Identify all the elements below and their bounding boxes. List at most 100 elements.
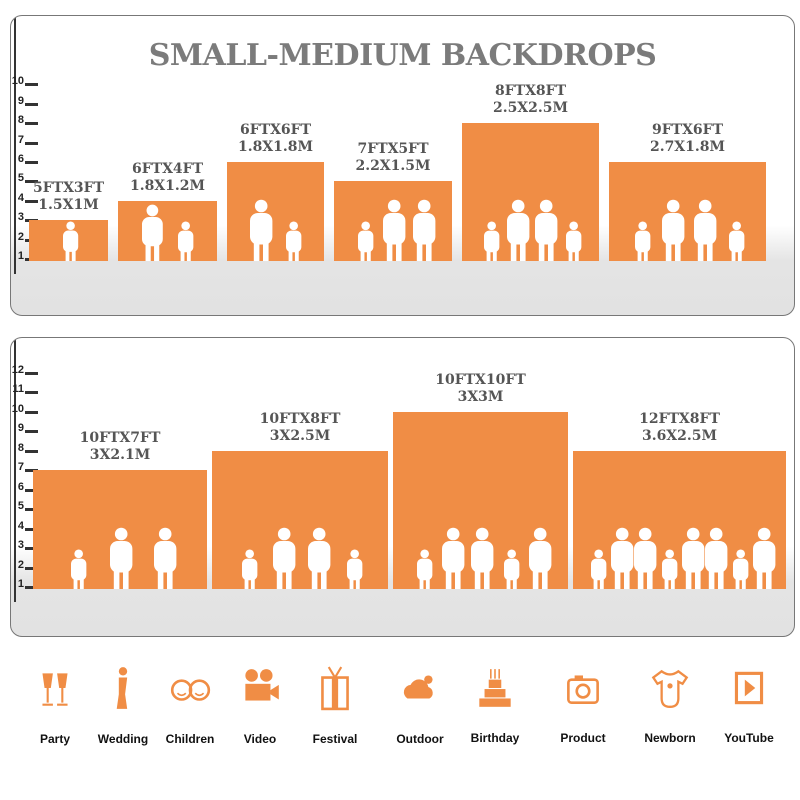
size-meters: 1.8X1.8M: [237, 139, 314, 155]
size-feet: 9FTX6FT: [651, 122, 724, 138]
backdrop-size-bar: [462, 123, 599, 261]
use-case-outdoor: Outdoor: [385, 665, 455, 746]
backdrop-size-bar: [609, 162, 766, 261]
person-silhouette-icon: [702, 527, 730, 589]
use-case-label: YouTube: [724, 731, 774, 745]
use-case-birthday: Birthday: [460, 665, 530, 745]
use-case-label: Birthday: [470, 731, 520, 745]
y-tick-label: 11: [12, 383, 24, 395]
person-silhouette-icon: [270, 527, 298, 589]
y-tick: [25, 102, 38, 106]
y-tick: [25, 122, 38, 126]
size-meters: 2.7X1.8M: [649, 139, 726, 155]
size-feet: 8FTX8FT: [494, 83, 567, 100]
y-tick: [25, 469, 38, 472]
y-tick-label: 8: [17, 114, 24, 127]
use-case-label: Party: [39, 732, 71, 746]
person-silhouette-icon: [504, 199, 532, 261]
cake-icon: [460, 665, 530, 711]
person-silhouette-icon: [139, 204, 166, 261]
gift-box-icon: [300, 665, 370, 711]
size-label: 12FTX8FT 3.6X2.5M: [563, 410, 794, 445]
page-title: SMALL-MEDIUM BACKDROPS: [148, 38, 657, 73]
y-tick: [25, 430, 38, 433]
size-label: 10FTX10FT 3X3M: [383, 372, 578, 406]
use-case-label: Outdoor: [396, 732, 444, 746]
size-meters: 3X3M: [457, 388, 504, 405]
use-case-product: Product: [548, 665, 618, 745]
y-tick-label: 5: [17, 500, 24, 512]
use-case-party: Party: [20, 665, 90, 746]
y-tick-label: 1: [17, 578, 24, 590]
use-case-label: Festival: [312, 732, 358, 746]
size-label: 6FTX6FT 1.8X1.8M: [217, 122, 334, 156]
person-silhouette-icon: [414, 549, 435, 589]
use-case-label: Wedding: [97, 732, 149, 746]
person-silhouette-icon: [305, 527, 333, 589]
cloud-icon: [385, 665, 455, 711]
person-silhouette-icon: [481, 221, 502, 261]
y-tick-label: 3: [17, 211, 24, 224]
camera-icon: [548, 665, 618, 711]
backdrop-size-bar: [573, 450, 786, 589]
y-tick-label: 4: [17, 519, 24, 532]
y-tick: [25, 586, 38, 589]
y-tick-label: 2: [17, 558, 24, 571]
person-silhouette-icon: [239, 549, 260, 589]
person-silhouette-icon: [247, 199, 275, 261]
person-silhouette-icon: [283, 221, 304, 261]
person-silhouette-icon: [563, 221, 584, 261]
person-silhouette-icon: [380, 199, 408, 261]
size-feet: 12FTX8FT: [639, 410, 720, 427]
use-case-label: Children: [165, 732, 215, 746]
y-tick: [25, 508, 38, 511]
y-tick: [25, 180, 38, 184]
use-case-children: Children: [155, 665, 225, 746]
use-case-label: Newborn: [644, 731, 696, 745]
size-meters: 1.5X1M: [38, 197, 99, 214]
person-silhouette-icon: [60, 221, 81, 261]
person-silhouette-icon: [532, 199, 560, 261]
backdrop-size-bar: [227, 162, 324, 261]
small-medium-panel: SMALL-MEDIUM BACKDROPS 1 2 3 4 5 6 7 8 9 10 5FTX3F…: [10, 15, 795, 316]
size-label: 5FTX3FT 1.5X1M: [19, 180, 118, 214]
person-silhouette-icon: [151, 527, 179, 589]
person-silhouette-icon: [68, 549, 89, 589]
size-label: 10FTX8FT 3X2.5M: [202, 411, 398, 445]
person-silhouette-icon: [608, 527, 636, 589]
person-silhouette-icon: [730, 549, 751, 589]
person-silhouette-icon: [501, 549, 522, 589]
person-silhouette-icon: [175, 221, 196, 261]
size-feet: 10FTX7FT: [79, 430, 161, 446]
person-silhouette-icon: [631, 527, 659, 589]
y-tick: [25, 410, 38, 414]
size-meters: 2.5X2.5M: [492, 100, 569, 117]
backdrop-size-bar: [212, 450, 388, 589]
use-case-label: Product: [560, 731, 606, 745]
size-meters: 2.2X1.5M: [355, 158, 431, 175]
y-tick-label: 6: [17, 153, 24, 165]
y-tick-label: 6: [17, 480, 24, 493]
person-silhouette-icon: [107, 527, 135, 589]
use-cases-row: Party Wedding Children Video Festival Outdoor…: [20, 665, 800, 755]
person-silhouette-icon: [439, 527, 467, 589]
use-case-label: Video: [243, 732, 277, 746]
use-case-wedding: Wedding: [88, 665, 158, 746]
y-tick-label: 12: [11, 363, 24, 376]
y-tick: [25, 547, 38, 550]
size-label: 10FTX7FT 3X2.1M: [23, 430, 217, 464]
person-silhouette-icon: [726, 221, 747, 261]
y-axis-line: [14, 338, 16, 602]
couple-icon: [88, 665, 158, 711]
y-tick-label: 5: [17, 172, 24, 185]
y-tick-label: 9: [17, 94, 24, 107]
kids-faces-icon: [155, 665, 225, 711]
size-meters: 3X2.5M: [269, 427, 331, 444]
y-tick-label: 4: [17, 191, 24, 204]
size-label: 9FTX6FT 2.7X1.8M: [599, 122, 776, 156]
y-tick: [25, 161, 38, 164]
person-silhouette-icon: [355, 221, 376, 261]
size-meters: 3X2.1M: [89, 447, 151, 463]
person-silhouette-icon: [679, 527, 707, 589]
y-tick-label: 7: [17, 461, 24, 473]
